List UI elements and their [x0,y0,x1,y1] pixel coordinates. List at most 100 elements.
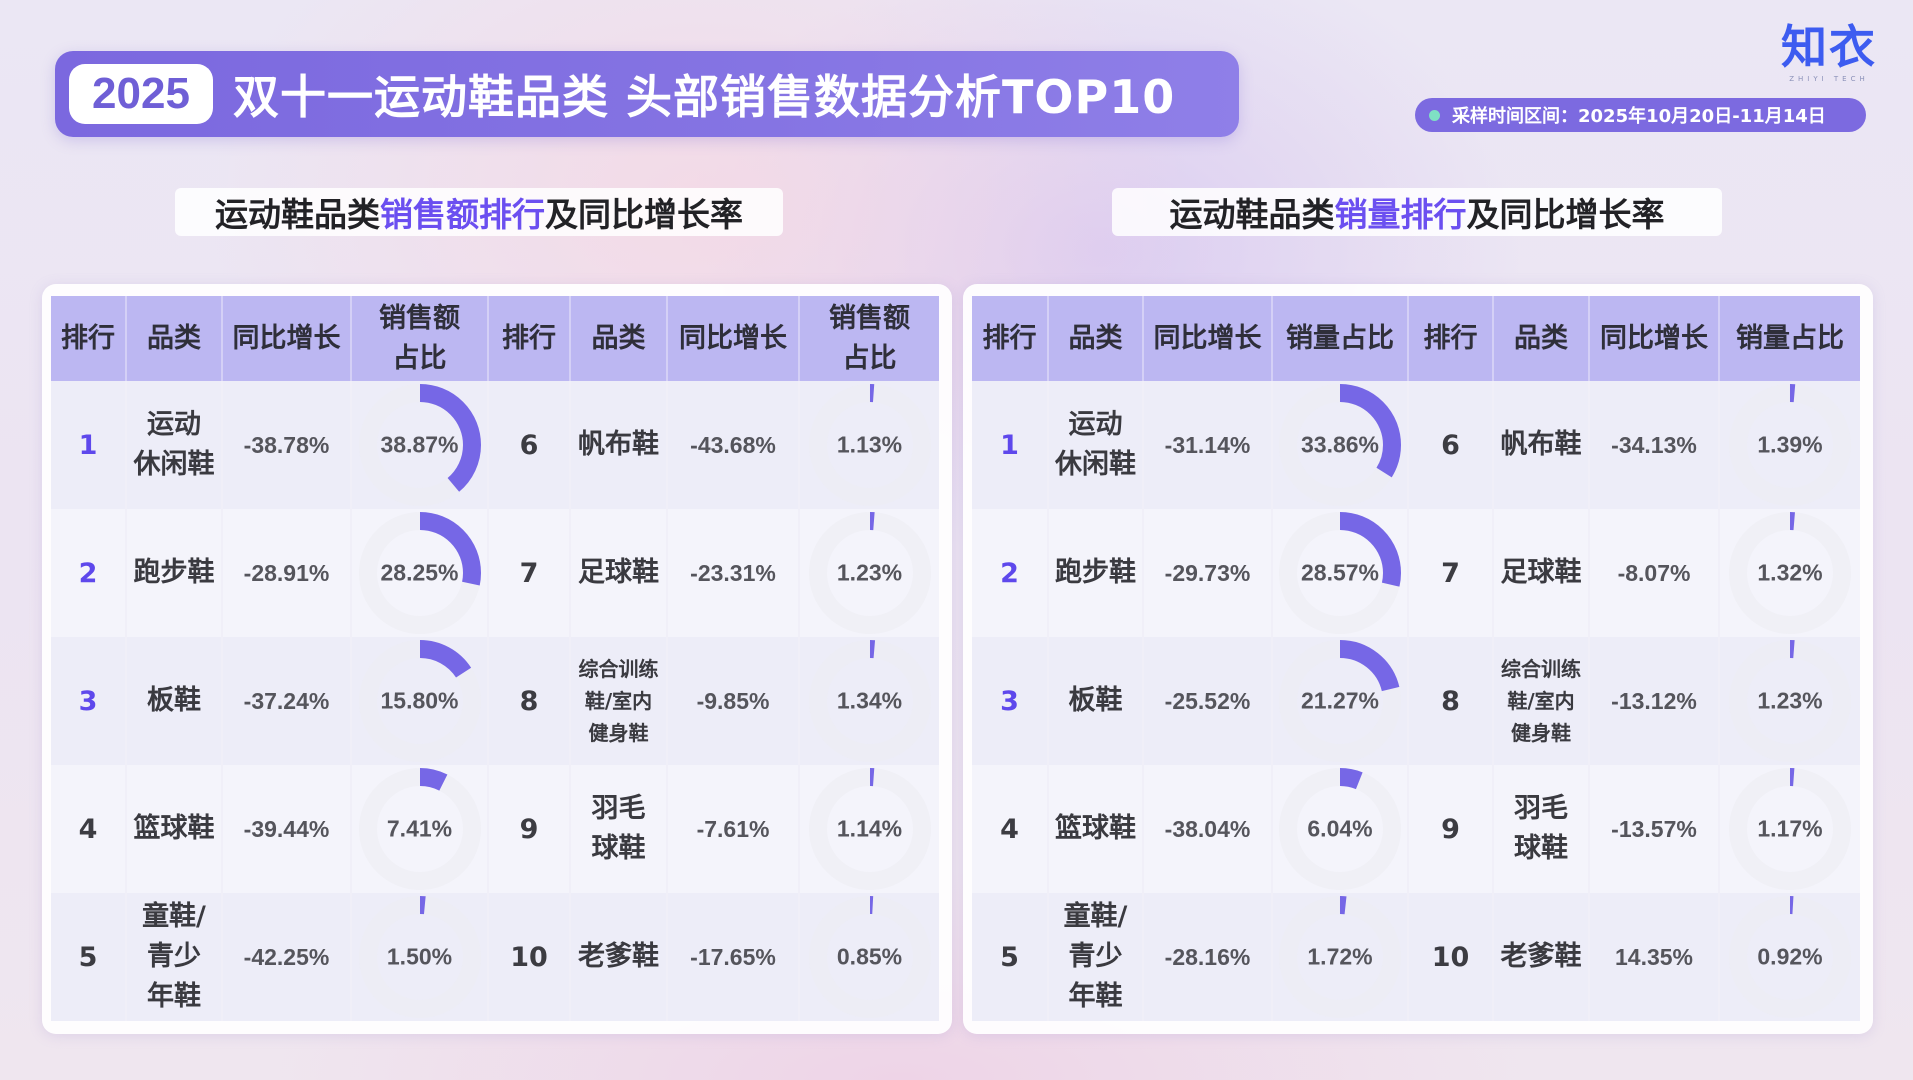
yoy-value: -23.31% [690,560,776,586]
sales-volume-panel: 排行 品类 同比增长 销量占比 排行 品类 同比增长 销量占比 1 运动 休闲鞋 -3… [963,284,1873,1034]
yoy-cell: -28.16% [1143,893,1273,1021]
category-line: 板鞋 [147,685,201,716]
category-line: 童鞋/ [1063,901,1128,932]
yoy-value: -37.24% [243,688,330,714]
share-cell: 1.23% [799,509,939,637]
page-title: 双十一运动鞋品类 头部销售数据分析TOP10 [233,70,1176,124]
rank-number: 10 [1431,941,1470,973]
category-name: 综合训练 鞋/室内 健身鞋 [571,653,666,749]
category-name: 羽毛 球鞋 [1494,789,1588,869]
col-share-line2: 占比 [842,342,897,374]
share-cell: 1.72% [1272,893,1409,1021]
share-donut: 0.85% [808,895,932,1019]
share-donut-icon [808,768,931,890]
share-cell: 21.27% [1272,637,1409,765]
category-line: 篮球鞋 [1055,813,1136,844]
col-category: 品类 [1493,296,1590,381]
category-name: 篮球鞋 [127,809,221,849]
share-value: 6.04% [1307,815,1373,842]
sales-volume-table: 排行 品类 同比增长 销量占比 排行 品类 同比增长 销量占比 1 运动 休闲鞋 -3… [972,296,1860,1021]
share-value: 1.23% [836,559,903,586]
category-cell: 板鞋 [1048,637,1144,765]
share-value: 7.41% [386,815,453,842]
table-row: 4 篮球鞋 -38.04% 6.04% 9 羽毛 球鞋 -13.57% 1.17% [972,765,1860,893]
rank-number: 3 [78,685,98,717]
yoy-value: 14.35% [1614,944,1693,970]
table-row: 2 跑步鞋 -29.73% 28.57% 7 足球鞋 -8.07% 1.32% [972,509,1860,637]
yoy-cell: -34.13% [1589,381,1720,509]
section-title-prefix: 运动鞋品类 [215,195,380,234]
yoy-cell: -13.12% [1589,637,1720,765]
rank-cell: 6 [1408,381,1494,509]
table-row: 2 跑步鞋 -28.91% 28.25% 7 足球鞋 -23.31% 1.23% [51,509,939,637]
share-donut-icon [808,384,931,506]
col-yoy: 同比增长 [1143,296,1273,381]
category-name: 帆布鞋 [1494,425,1588,465]
share-value: 1.72% [1307,943,1373,970]
yoy-cell: -39.44% [222,765,352,893]
table-row: 5 童鞋/青少 年鞋 -28.16% 1.72% 10 老爹鞋 14.35% 0.92% [972,893,1860,1021]
category-line: 健身鞋 [588,721,649,745]
col-category: 品类 [126,296,223,381]
share-cell: 1.39% [1719,381,1860,509]
col-share: 销售额 占比 [799,296,939,381]
rank-number: 2 [78,557,98,589]
share-donut: 21.27% [1278,639,1402,763]
category-line: 鞋/室内 [1507,689,1575,713]
section-title-prefix: 运动鞋品类 [1169,195,1335,234]
category-name: 运动 休闲鞋 [127,405,221,485]
rank-number: 4 [1000,813,1019,845]
yoy-value: -43.68% [690,432,776,458]
table-row: 3 板鞋 -37.24% 15.80% 8 综合训练 鞋/室内 健身鞋 -9.85% 1.34% [51,637,939,765]
yoy-value: -13.57% [1611,816,1697,842]
rank-number: 7 [1441,557,1460,589]
share-donut-icon [1729,640,1851,762]
category-line: 童鞋/ [142,901,206,932]
rank-number: 2 [1000,557,1019,589]
rank-number: 9 [519,813,539,845]
col-rank: 排行 [1408,296,1494,381]
rank-cell: 1 [51,381,127,509]
share-donut-icon [358,640,481,762]
col-share-line1: 销售额 [829,302,910,334]
share-donut: 1.23% [1728,639,1852,763]
category-line: 板鞋 [1068,685,1123,716]
category-cell: 运动 休闲鞋 [1048,381,1144,509]
share-donut: 15.80% [358,639,482,763]
category-cell: 板鞋 [126,637,223,765]
share-donut-icon [1279,640,1401,762]
yoy-value: -8.07% [1617,560,1691,586]
share-donut: 33.86% [1278,383,1402,507]
share-value: 21.27% [1300,687,1379,714]
category-cell: 帆布鞋 [570,381,668,509]
share-donut-icon [1279,896,1401,1018]
year-badge: 2025 [69,64,213,124]
rank-cell: 4 [51,765,127,893]
category-line: 帆布鞋 [1500,429,1582,460]
category-line: 休闲鞋 [1055,449,1136,480]
share-donut-icon [1729,384,1851,506]
yoy-value: -29.73% [1164,560,1251,586]
table-row: 3 板鞋 -25.52% 21.27% 8 综合训练 鞋/室内 健身鞋 -13.12% 1.23% [972,637,1860,765]
table-body: 1 运动 休闲鞋 -38.78% 38.87% 6 帆布鞋 -43.68% 1.13% 2 跑步鞋 -… [51,381,939,1021]
col-category: 品类 [1048,296,1144,381]
title-banner: 2025 双十一运动鞋品类 头部销售数据分析TOP10 [55,51,1239,137]
share-donut: 28.25% [358,511,482,635]
category-line: 老爹鞋 [1500,941,1582,972]
share-donut: 1.39% [1728,383,1852,507]
category-name: 跑步鞋 [1049,553,1142,593]
rank-number: 3 [1000,685,1019,717]
category-line: 足球鞋 [1500,557,1582,588]
yoy-cell: -31.14% [1143,381,1273,509]
share-cell: 1.17% [1719,765,1860,893]
share-cell: 0.85% [799,893,939,1021]
col-yoy: 同比增长 [222,296,352,381]
rank-number: 9 [1441,813,1460,845]
yoy-value: -38.78% [243,432,330,458]
share-donut: 1.50% [358,895,482,1019]
share-value: 1.50% [386,943,453,970]
category-cell: 综合训练 鞋/室内 健身鞋 [570,637,668,765]
category-line: 球鞋 [591,833,646,864]
rank-cell: 1 [972,381,1049,509]
share-donut-icon [1279,384,1401,506]
